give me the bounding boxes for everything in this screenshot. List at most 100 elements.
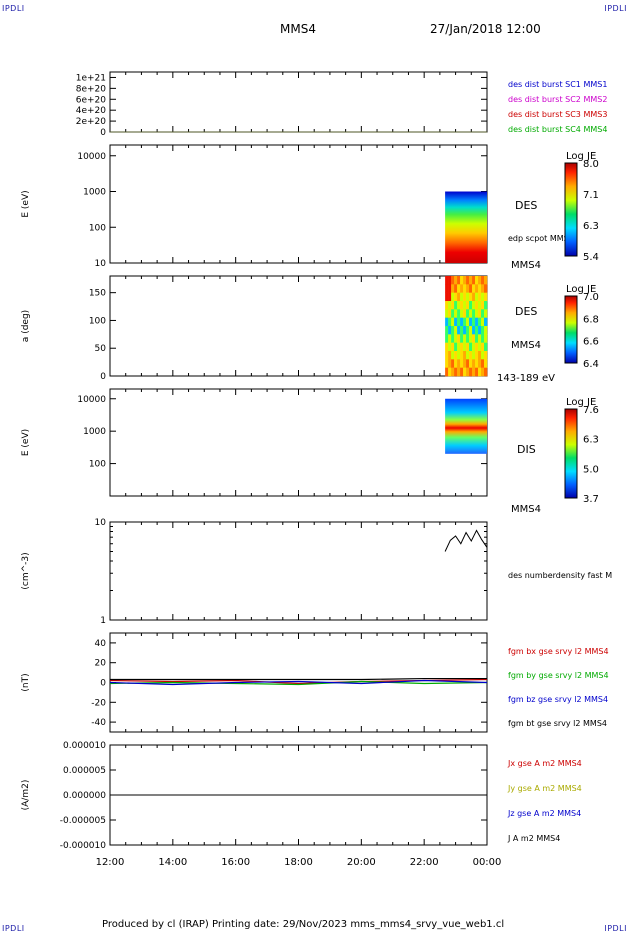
pitch-angle-cell: [484, 276, 488, 285]
pitch-angle-cell: [469, 317, 473, 327]
colorbar-title: Log JE: [566, 284, 596, 295]
pitch-angle-cell: [445, 326, 449, 335]
pitch-angle-cell: [466, 301, 470, 310]
pitch-angle-cell: [472, 359, 476, 368]
pitch-angle-cell: [478, 276, 482, 285]
pitch-angle-cell: [475, 276, 479, 285]
pitch-angle-cell: [475, 301, 479, 310]
pitch-angle-cell: [457, 367, 461, 377]
pitch-angle-cell: [475, 351, 479, 360]
pitch-angle-cell: [463, 334, 467, 343]
legend-entry: des numberdensity fast M: [508, 571, 612, 580]
y-tick-label: 10: [95, 518, 107, 528]
pitch-angle-cell: [472, 351, 476, 360]
legend-entry: des dist burst SC2 MMS2: [508, 95, 607, 104]
colorbar: [564, 162, 578, 257]
pitch-angle-cell: [445, 301, 449, 310]
pitch-angle-cell: [466, 309, 470, 318]
x-tick-label: 20:00: [347, 857, 376, 868]
y-tick-label: -20: [91, 698, 106, 708]
pitch-angle-cell: [463, 301, 467, 310]
y-tick-label: 4e+20: [76, 106, 107, 116]
pitch-angle-cell: [478, 326, 482, 335]
pitch-angle-cell: [448, 301, 452, 310]
y-tick-label: 0.000010: [63, 741, 106, 751]
colorbar-tick-label: 6.6: [583, 337, 599, 348]
pitch-angle-cell: [475, 367, 479, 377]
y-axis-label: a (deg): [21, 310, 31, 342]
footer-credit: Produced by cl (IRAP) Printing date: 29/…: [102, 919, 505, 930]
density-series-line: [444, 529, 488, 552]
pitch-angle-cell: [454, 342, 458, 352]
pitch-angle-cell: [466, 326, 470, 335]
y-tick-label: 8e+20: [76, 84, 107, 94]
pitch-angle-cell: [481, 367, 485, 377]
pitch-angle-cell: [466, 284, 470, 293]
y-tick-label: 10: [95, 259, 107, 269]
pitch-angle-cell: [484, 334, 488, 343]
pitch-angle-cell: [451, 317, 455, 327]
pitch-angle-cell: [451, 309, 455, 318]
pitch-angle-cell: [481, 309, 485, 318]
legend-entry: des dist burst SC4 MMS4: [508, 125, 607, 134]
pitch-angle-cell: [457, 284, 461, 293]
y-tick-label: 1000: [83, 427, 106, 437]
legend-entry: des dist burst SC3 MMS3: [508, 110, 607, 119]
pitch-angle-cell: [460, 367, 464, 377]
y-tick-label: -40: [91, 718, 106, 728]
colorbar-tick-label: 6.3: [583, 221, 599, 232]
pitch-angle-cell: [484, 326, 488, 335]
panel-frame: [109, 521, 488, 621]
pitch-angle-cell: [472, 284, 476, 293]
pitch-angle-cell: [460, 276, 464, 285]
pitch-angle-cell: [472, 326, 476, 335]
pitch-angle-cell: [454, 292, 458, 302]
pitch-angle-cell: [484, 284, 488, 293]
pitch-angle-cell: [451, 301, 455, 310]
pitch-angle-cell: [472, 292, 476, 302]
colorbar-tick-label: 6.3: [583, 435, 599, 446]
pitch-angle-cell: [484, 367, 488, 377]
x-tick-label: 12:00: [96, 857, 125, 868]
pitch-angle-cell: [469, 342, 473, 352]
pitch-angle-cell: [448, 317, 452, 327]
pitch-angle-cell: [445, 317, 449, 327]
pitch-angle-cell: [481, 301, 485, 310]
pitch-angle-cell: [448, 309, 452, 318]
y-tick-label: 50: [95, 344, 107, 354]
pitch-angle-cell: [478, 284, 482, 293]
pitch-angle-cell: [445, 342, 449, 352]
pitch-angle-cell: [466, 276, 470, 285]
pitch-angle-cell: [478, 309, 482, 318]
colorbar-tick-label: 3.7: [583, 494, 599, 505]
pitch-angle-cell: [460, 317, 464, 327]
pitch-angle-cell: [451, 359, 455, 368]
pitch-angle-cell: [481, 276, 485, 285]
pitch-angle-cell: [484, 292, 488, 302]
pitch-angle-cell: [445, 367, 449, 377]
legend-entry: Jx gse A m2 MMS4: [507, 759, 582, 768]
corner-label-bottom-right: IPDLI: [604, 924, 627, 933]
pitch-angle-cell: [451, 276, 455, 285]
pitch-angle-cell: [445, 334, 449, 343]
pitch-angle-cell: [478, 342, 482, 352]
legend-entry: fgm bz gse srvy l2 MMS4: [508, 695, 608, 704]
instrument-label: DES: [515, 305, 537, 318]
y-tick-label: 1e+21: [76, 73, 106, 83]
pitch-angle-cell: [457, 359, 461, 368]
y-tick-label: 1: [100, 616, 106, 626]
legend-entry: fgm by gse srvy l2 MMS4: [508, 671, 609, 680]
pitch-angle-cell: [472, 367, 476, 377]
pitch-angle-cell: [475, 326, 479, 335]
pitch-angle-cell: [469, 351, 473, 360]
legend-entry: fgm bt gse srvy l2 MMS4: [508, 719, 607, 728]
pitch-angle-cell: [469, 284, 473, 293]
y-tick-label: 10000: [77, 152, 106, 162]
colorbar-tick-label: 7.0: [583, 292, 599, 303]
pitch-angle-cell: [457, 317, 461, 327]
pitch-angle-cell: [457, 351, 461, 360]
energy-range-label: 143-189 eV: [497, 373, 555, 384]
colorbar-tick-label: 5.0: [583, 464, 599, 475]
pitch-angle-cell: [460, 342, 464, 352]
pitch-angle-cell: [472, 317, 476, 327]
